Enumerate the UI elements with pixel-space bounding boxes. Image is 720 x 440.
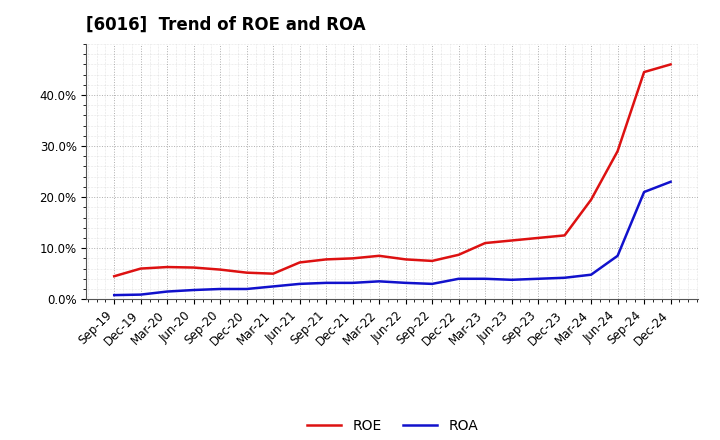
ROA — [269, 284, 277, 289]
ROA — [216, 286, 225, 292]
ROE — [587, 197, 595, 202]
ROE — [613, 149, 622, 154]
ROE — [454, 252, 463, 257]
ROA — [110, 293, 119, 298]
ROE — [508, 238, 516, 243]
Text: [6016]  Trend of ROE and ROA: [6016] Trend of ROE and ROA — [86, 16, 366, 34]
ROE — [189, 265, 198, 270]
ROE — [163, 264, 171, 270]
ROA — [189, 287, 198, 293]
ROA — [454, 276, 463, 282]
ROE — [428, 258, 436, 264]
ROA — [587, 272, 595, 277]
ROE — [560, 233, 569, 238]
ROE — [216, 267, 225, 272]
ROE — [110, 274, 119, 279]
ROA — [243, 286, 251, 292]
ROE — [136, 266, 145, 271]
ROA — [666, 179, 675, 184]
ROE — [322, 257, 330, 262]
ROE — [481, 240, 490, 246]
Line: ROE: ROE — [114, 64, 670, 276]
ROA — [136, 292, 145, 297]
ROA — [428, 281, 436, 286]
ROA — [534, 276, 542, 282]
ROA — [295, 281, 304, 286]
ROE — [243, 270, 251, 275]
ROE — [640, 70, 649, 75]
ROE — [295, 260, 304, 265]
ROA — [560, 275, 569, 280]
Line: ROA: ROA — [114, 182, 670, 295]
ROE — [375, 253, 384, 258]
Legend: ROE, ROA: ROE, ROA — [301, 413, 484, 438]
ROA — [163, 289, 171, 294]
ROE — [348, 256, 357, 261]
ROA — [481, 276, 490, 282]
ROA — [348, 280, 357, 286]
ROE — [534, 235, 542, 241]
ROA — [613, 253, 622, 258]
ROE — [666, 62, 675, 67]
ROA — [508, 277, 516, 282]
ROA — [375, 279, 384, 284]
ROE — [401, 257, 410, 262]
ROA — [640, 189, 649, 194]
ROE — [269, 271, 277, 276]
ROA — [322, 280, 330, 286]
ROA — [401, 280, 410, 286]
